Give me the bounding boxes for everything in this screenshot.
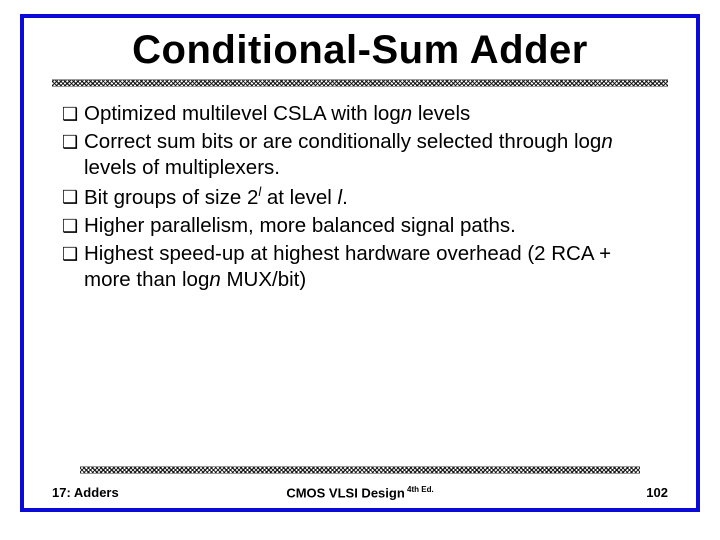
slide-title: Conditional-Sum Adder xyxy=(24,18,696,79)
bullet-text: Highest speed-up at highest hardware ove… xyxy=(84,241,658,293)
bullet-marker-icon: ❑ xyxy=(62,129,84,155)
footer-page-number: 102 xyxy=(646,485,668,500)
bullet-item: ❑ Highest speed-up at highest hardware o… xyxy=(62,241,658,293)
divider-top-hatch xyxy=(52,79,668,87)
footer-left: 17: Adders xyxy=(52,485,119,500)
bullet-marker-icon: ❑ xyxy=(62,241,84,267)
bullet-marker-icon: ❑ xyxy=(62,184,84,210)
slide-footer: 17: Adders CMOS VLSI Design 4th Ed. 102 xyxy=(52,485,668,500)
bullet-text: Higher parallelism, more balanced signal… xyxy=(84,213,658,239)
divider-bottom-hatch xyxy=(80,466,640,474)
bullet-marker-icon: ❑ xyxy=(62,101,84,127)
bullet-text: Correct sum bits or are conditionally se… xyxy=(84,129,658,181)
slide-frame: Conditional-Sum Adder ❑ Optimized multil… xyxy=(20,14,700,512)
footer-center-main: CMOS VLSI Design xyxy=(286,485,404,500)
footer-center: CMOS VLSI Design 4th Ed. xyxy=(52,485,668,500)
footer-center-edition: 4th Ed. xyxy=(405,485,434,494)
bullet-text: Bit groups of size 2l at level l. xyxy=(84,184,658,211)
bullet-marker-icon: ❑ xyxy=(62,213,84,239)
bullet-item: ❑ Higher parallelism, more balanced sign… xyxy=(62,213,658,239)
bullet-item: ❑ Bit groups of size 2l at level l. xyxy=(62,184,658,211)
bullet-text: Optimized multilevel CSLA with logn leve… xyxy=(84,101,658,127)
slide-body: ❑ Optimized multilevel CSLA with logn le… xyxy=(24,87,696,293)
bullet-item: ❑ Optimized multilevel CSLA with logn le… xyxy=(62,101,658,127)
bullet-item: ❑ Correct sum bits or are conditionally … xyxy=(62,129,658,181)
